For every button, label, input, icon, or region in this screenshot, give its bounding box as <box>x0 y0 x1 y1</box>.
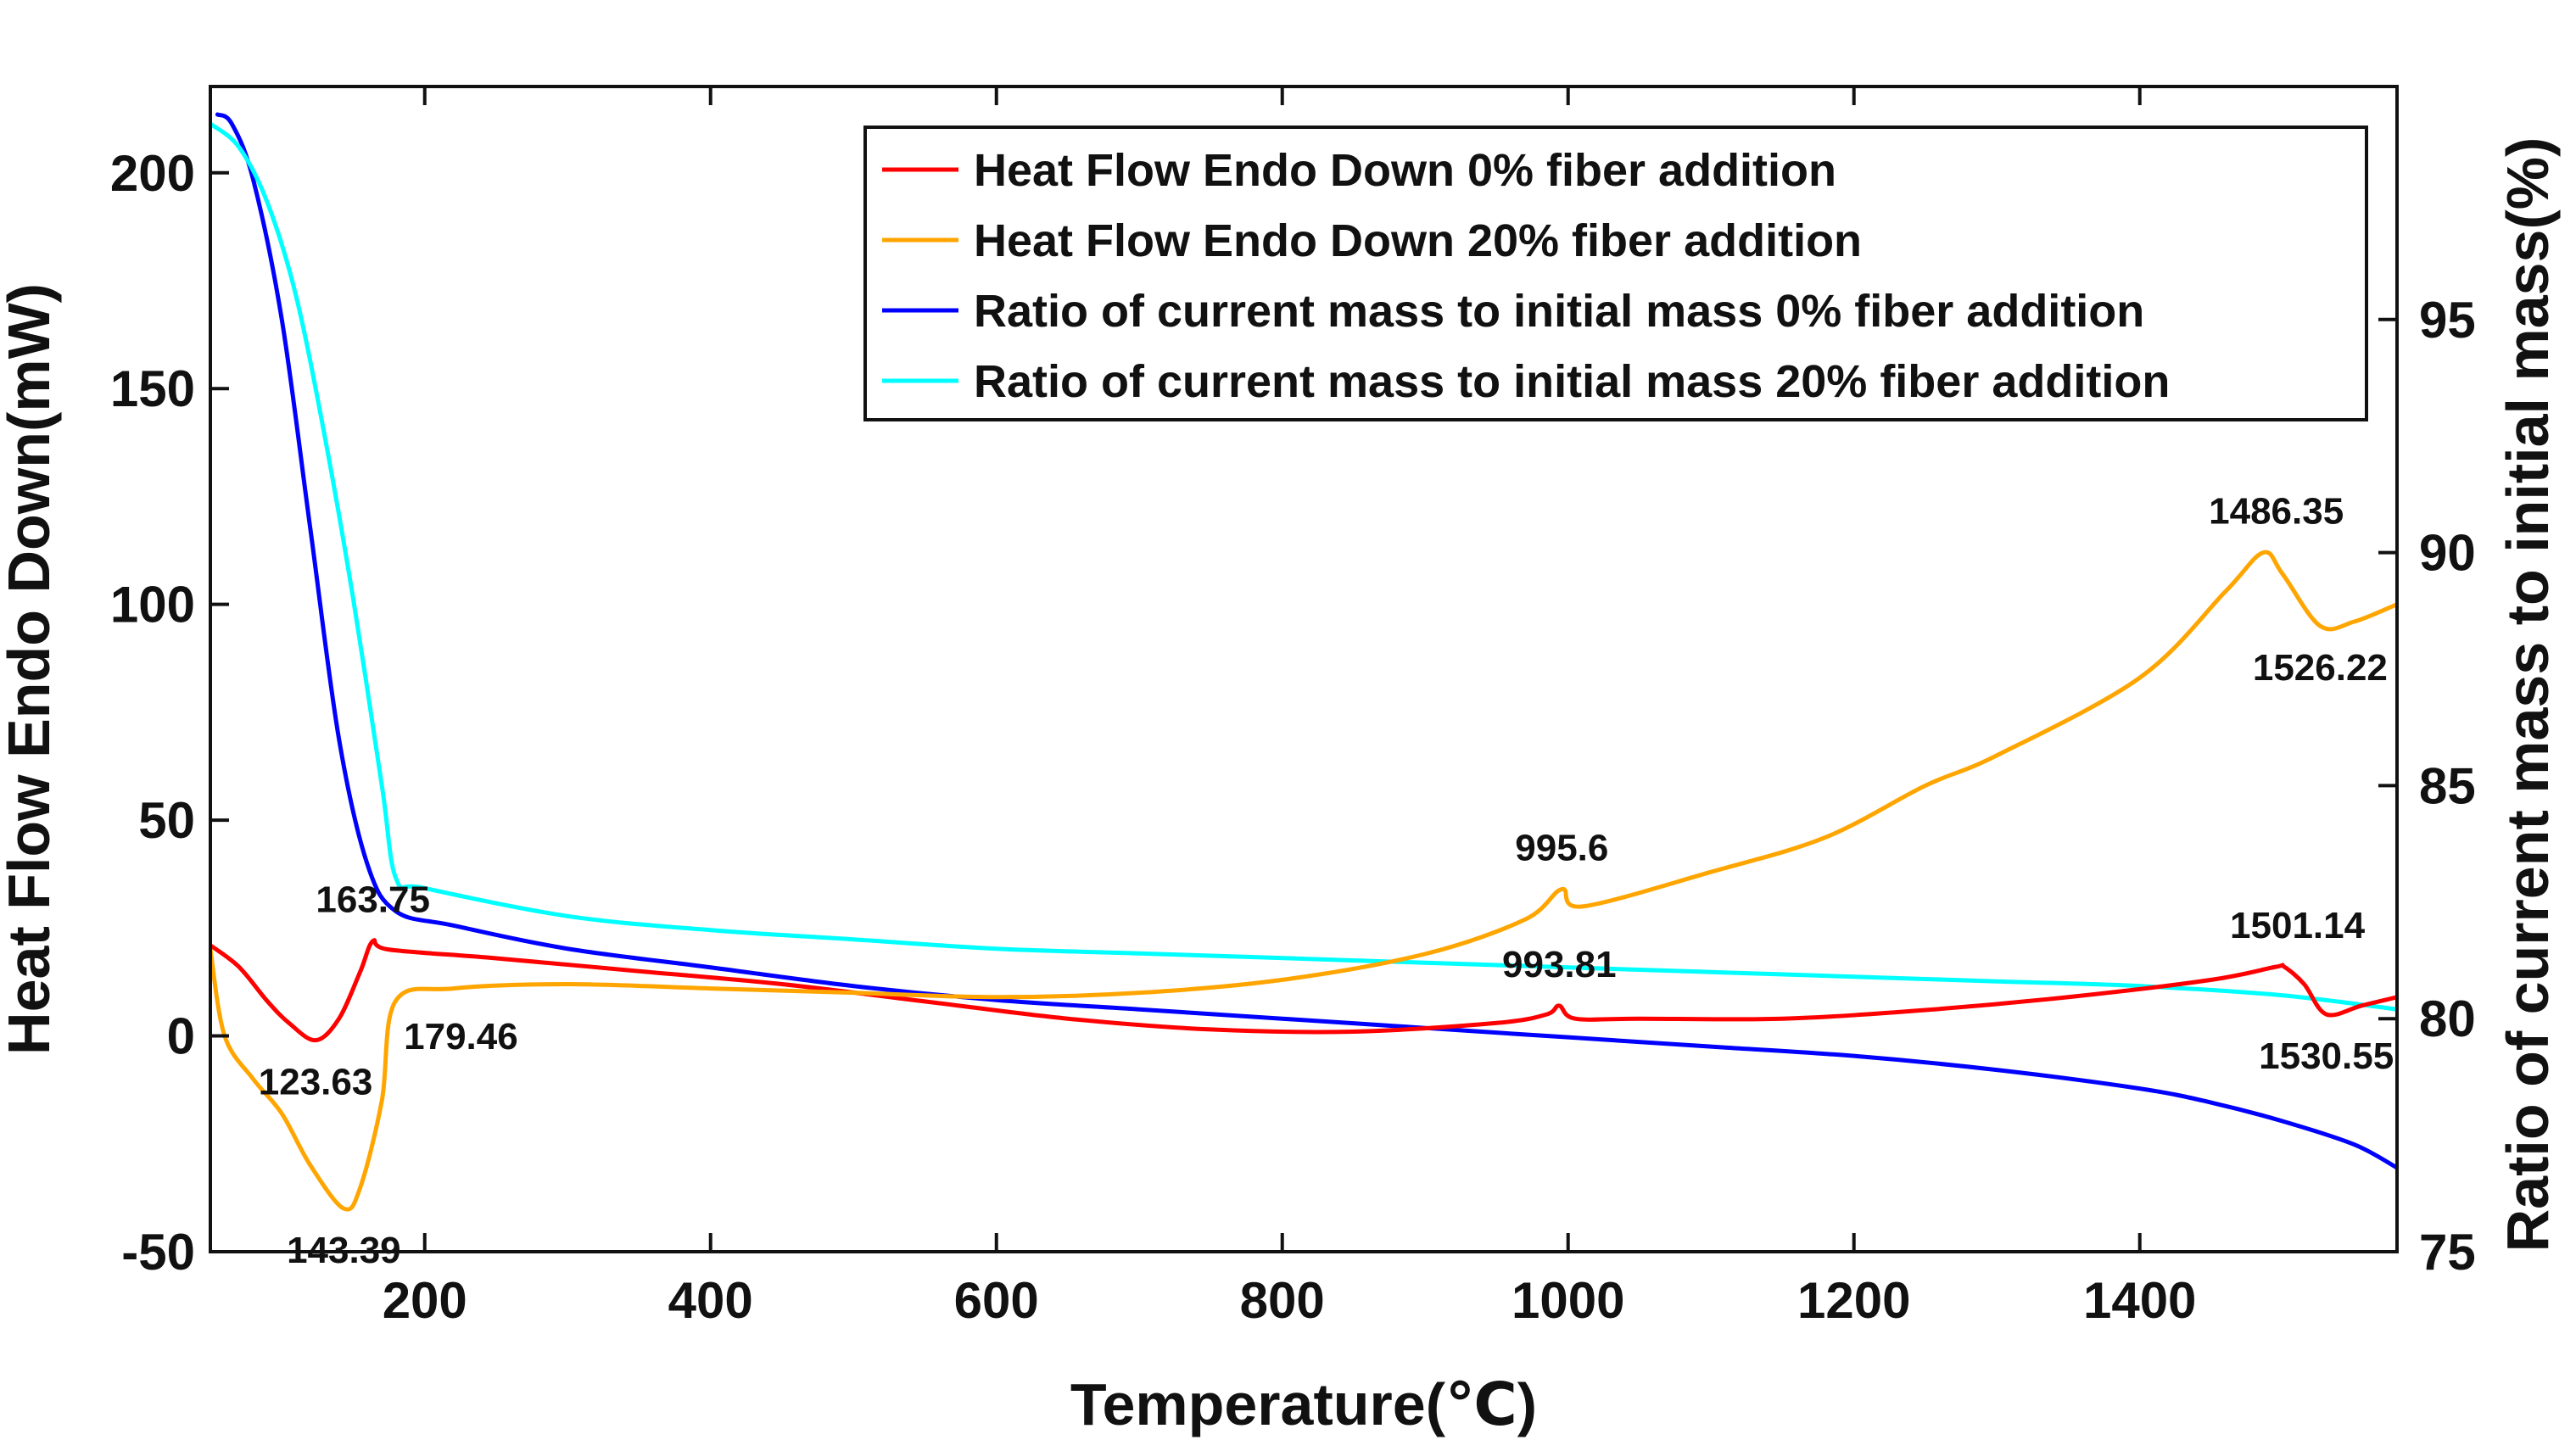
y-left-tick-label-50: 50 <box>138 792 195 849</box>
plot-frame <box>209 85 2399 1253</box>
y-right-tick-label-75: 75 <box>2419 1224 2476 1281</box>
legend-label-2: Heat Flow Endo Down 20% fiber addition <box>974 215 1862 266</box>
y-right-axis-label: Ratio of current mass to initial mass(%) <box>2495 137 2561 1253</box>
y-left-tick-label-200: 200 <box>110 145 195 202</box>
x-axis-label: Temperature(℃) <box>1070 1371 1537 1437</box>
y-left-tick-label-50: -50 <box>121 1224 195 1281</box>
series-line-ratio-of-current-mass-to-initial-mass-0-fiber-addition <box>215 112 2397 1170</box>
annotation-1501-14: 1501.14 <box>2230 905 2366 946</box>
series-layer <box>210 112 2397 1212</box>
y-left-tick-label-150: 150 <box>110 360 195 417</box>
legend-box <box>863 126 2368 421</box>
y-left-tick-label-0: 0 <box>167 1008 195 1065</box>
annotation-995-6: 995.6 <box>1515 828 1608 869</box>
x-tick-label-1200: 1200 <box>1797 1272 1910 1329</box>
x-tick-label-1000: 1000 <box>1512 1272 1624 1329</box>
y-right-tick-label-90: 90 <box>2419 525 2476 582</box>
x-tick-label-800: 800 <box>1240 1272 1325 1329</box>
x-tick-label-400: 400 <box>668 1272 753 1329</box>
annotation-179-46: 179.46 <box>404 1016 518 1058</box>
x-tick-label-200: 200 <box>383 1272 467 1329</box>
x-tick-label-1400: 1400 <box>2083 1272 2196 1329</box>
annotation-123-63: 123.63 <box>259 1062 373 1103</box>
annotation-143-39: 143.39 <box>287 1230 401 1271</box>
annotation-163-75: 163.75 <box>316 879 430 921</box>
legend-label-1: Heat Flow Endo Down 0% fiber addition <box>974 145 1836 196</box>
annotation-1486-35: 1486.35 <box>2209 491 2344 533</box>
y-right-tick-label-85: 85 <box>2419 757 2476 814</box>
x-tick-label-600: 600 <box>954 1272 1039 1329</box>
annotation-1530-55: 1530.55 <box>2259 1035 2394 1077</box>
y-right-tick-label-95: 95 <box>2419 292 2476 349</box>
legend-label-3: Ratio of current mass to initial mass 0%… <box>974 286 2144 337</box>
axes-layer: 200 400 600 800 1000 1200 1400 -50 0 50 100 150 200 7… <box>0 85 2561 1437</box>
y-right-tick-label-80: 80 <box>2419 991 2476 1047</box>
series-line-heat-flow-endo-down-0-fiber-addition <box>210 938 2397 1043</box>
legend: Heat Flow Endo Down 0% fiber addition Hea… <box>863 126 2368 421</box>
annotation-layer: 163.75 123.63 179.46 143.39 995.6 993.81 1486.… <box>259 491 2394 1272</box>
legend-label-4: Ratio of current mass to initial mass 20… <box>974 356 2170 407</box>
y-left-axis-label: Heat Flow Endo Down(mW) <box>0 283 62 1055</box>
annotation-993-81: 993.81 <box>1502 944 1617 985</box>
y-left-tick-label-100: 100 <box>110 577 195 633</box>
annotation-1526-22: 1526.22 <box>2253 647 2388 689</box>
series-line-ratio-of-current-mass-to-initial-mass-20-fiber-addition <box>210 121 2397 1012</box>
series-line-heat-flow-endo-down-20-fiber-addition <box>210 550 2397 1212</box>
